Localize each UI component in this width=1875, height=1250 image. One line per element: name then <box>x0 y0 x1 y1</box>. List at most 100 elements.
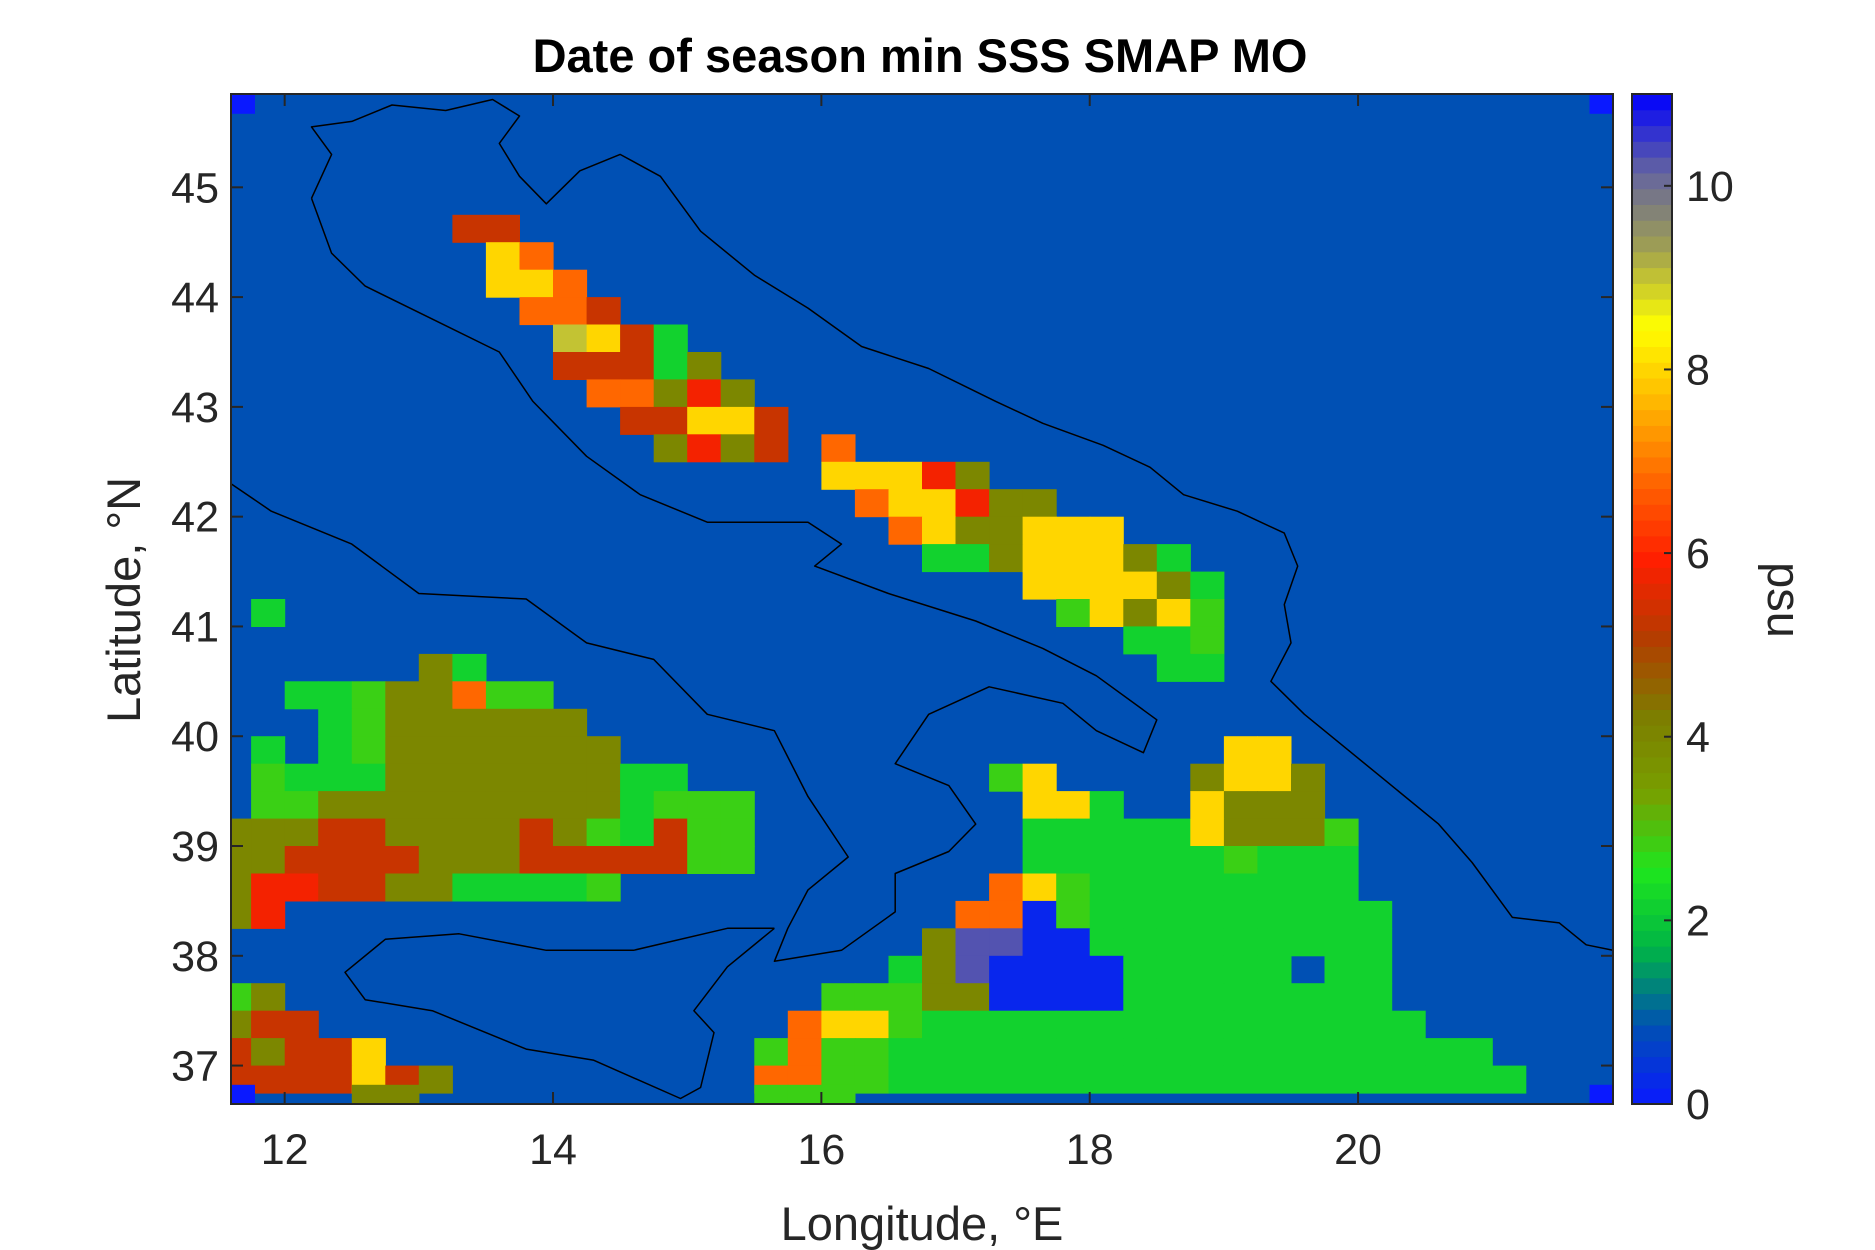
heatmap-cell <box>955 900 990 929</box>
colorbar-segment <box>1632 172 1672 190</box>
heatmap-cell <box>1089 955 1124 984</box>
heatmap-cell <box>1056 1010 1091 1039</box>
heatmap-cell <box>231 873 252 902</box>
heatmap-cell <box>854 461 889 490</box>
heatmap-cell <box>231 900 252 929</box>
heatmap-cell <box>318 818 353 847</box>
heatmap-cell <box>385 791 420 820</box>
heatmap-cell <box>1156 955 1191 984</box>
heatmap-cell <box>1056 516 1091 545</box>
colorbar-segment <box>1632 662 1672 679</box>
heatmap-cell <box>1089 900 1124 929</box>
colorbar-tick-label: 6 <box>1686 530 1710 578</box>
heatmap-cell <box>1022 1038 1057 1067</box>
colorbar-segment <box>1632 677 1672 695</box>
heatmap-cell <box>1156 846 1191 874</box>
heatmap-cell <box>1056 544 1091 573</box>
colorbar-segment <box>1632 1056 1672 1073</box>
heatmap-cell <box>787 1010 822 1039</box>
colorbar-segment <box>1632 378 1672 395</box>
heatmap-cell <box>1391 1065 1426 1094</box>
heatmap-cell <box>418 736 453 765</box>
heatmap-cell <box>231 94 255 114</box>
heatmap-cell <box>385 818 420 847</box>
heatmap-cell <box>955 928 990 957</box>
heatmap-cell <box>452 818 487 847</box>
colorbar-segment <box>1632 867 1672 884</box>
colorbar-segment <box>1632 520 1672 537</box>
heatmap-cell <box>1022 1065 1057 1094</box>
heatmap-cell <box>1190 955 1225 984</box>
heatmap-cell <box>231 1084 255 1104</box>
heatmap-cell <box>1190 763 1225 792</box>
heatmap-cell <box>989 1065 1024 1094</box>
heatmap-cell <box>284 681 319 710</box>
heatmap-cell <box>620 324 655 353</box>
colorbar-segment <box>1632 1040 1672 1058</box>
heatmap-cell <box>553 846 588 874</box>
colorbar-segment <box>1632 488 1672 505</box>
heatmap-cell <box>1056 818 1091 847</box>
heatmap-cell <box>553 352 588 380</box>
colorbar-label: psu <box>1758 562 1811 638</box>
heatmap-cell <box>385 708 420 737</box>
heatmap-cell <box>1089 1065 1124 1094</box>
heatmap-cell <box>653 763 688 792</box>
heatmap-cell <box>1056 1038 1091 1067</box>
heatmap-cell <box>854 983 889 1012</box>
heatmap-cell <box>1358 928 1393 957</box>
heatmap-cell <box>989 900 1024 929</box>
heatmap-cell <box>989 763 1024 792</box>
heatmap-cell <box>318 681 353 710</box>
heatmap-cell <box>955 516 990 545</box>
chart-title: Date of season min SSS SMAP MO <box>533 29 1308 82</box>
y-tick-label: 40 <box>171 713 219 761</box>
heatmap-cell <box>1156 983 1191 1012</box>
heatmap-cell <box>485 763 520 792</box>
heatmap-cell <box>251 900 286 929</box>
colorbar-box <box>1631 93 1673 1105</box>
heatmap-cell <box>620 846 655 874</box>
heatmap-cell <box>1156 873 1191 902</box>
heatmap-cell <box>519 763 554 792</box>
heatmap-cell <box>1089 571 1124 600</box>
heatmap-cell <box>351 736 386 765</box>
heatmap-cell <box>1022 571 1057 600</box>
heatmap-cell <box>1190 1038 1225 1067</box>
heatmap-cell <box>653 379 688 408</box>
colorbar-segment <box>1632 930 1672 947</box>
heatmap-cell <box>351 1084 386 1104</box>
heatmap-cell <box>553 708 588 737</box>
heatmap-cell <box>418 763 453 792</box>
heatmap-cell <box>754 1084 789 1104</box>
colorbar-segment <box>1632 251 1672 269</box>
heatmap-cell <box>1589 1084 1613 1104</box>
heatmap-cell <box>1022 1010 1057 1039</box>
heatmap-cell <box>620 818 655 847</box>
colorbar-segment <box>1632 835 1672 852</box>
heatmap-cell <box>821 1038 856 1067</box>
colorbar-segment <box>1632 1072 1672 1089</box>
heatmap-cell <box>418 873 453 902</box>
heatmap-cell <box>955 461 990 490</box>
heatmap-cell <box>251 873 286 902</box>
heatmap-cell <box>586 791 621 820</box>
heatmap-cell <box>1123 1038 1158 1067</box>
heatmap-cell <box>519 681 554 710</box>
heatmap-cell <box>888 516 923 545</box>
colorbar-segment <box>1632 551 1672 568</box>
heatmap-cell <box>1257 1065 1292 1094</box>
heatmap-cell <box>687 846 722 874</box>
heatmap-cell <box>1089 846 1124 874</box>
colorbar-segment <box>1632 614 1672 632</box>
heatmap-cell <box>1324 1038 1359 1067</box>
colorbar-segment <box>1632 441 1672 458</box>
heatmap-cell <box>1257 846 1292 874</box>
heatmap-cell <box>251 818 286 847</box>
heatmap-cell <box>1123 626 1158 655</box>
heatmap-cell <box>318 736 353 765</box>
colorbar-segment <box>1632 788 1672 805</box>
colorbar-segment <box>1632 630 1672 647</box>
heatmap-cell <box>519 791 554 820</box>
